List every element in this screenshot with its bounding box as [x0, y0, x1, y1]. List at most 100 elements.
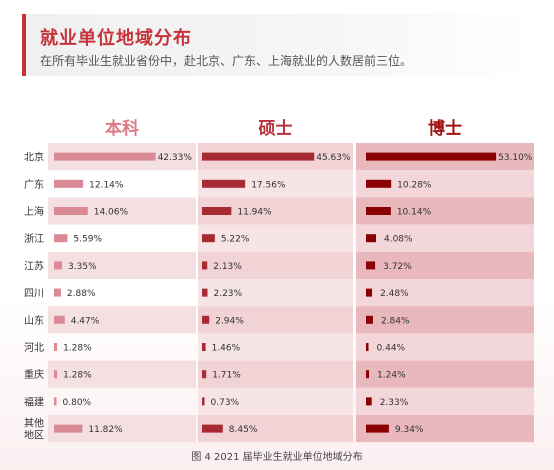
row-band	[198, 279, 353, 307]
row-band	[48, 360, 196, 388]
data-label: 2.94%	[215, 316, 244, 326]
data-label: 2.13%	[213, 262, 242, 272]
bar	[202, 234, 215, 243]
category-label: 河北	[24, 342, 44, 354]
series-header: 本科	[105, 118, 139, 139]
data-label: 9.34%	[395, 425, 424, 435]
category-label: 广东	[24, 178, 44, 191]
row-band	[48, 225, 196, 252]
bar	[366, 179, 392, 188]
bar	[54, 424, 83, 433]
bar	[54, 288, 61, 297]
page-subtitle: 在所有毕业生就业省份中，赴北京、广东、上海就业的人数居前三位。	[40, 54, 413, 68]
data-label: 4.47%	[71, 316, 100, 326]
bar	[54, 179, 84, 188]
bar	[366, 370, 370, 379]
row-band	[356, 306, 534, 334]
bar	[54, 370, 58, 379]
category-label: 四川	[24, 289, 44, 300]
data-label: 11.82%	[88, 425, 123, 435]
data-label: 2.88%	[67, 289, 96, 299]
row-band	[198, 251, 353, 279]
row-band	[356, 279, 534, 307]
row-band	[356, 333, 534, 361]
row-band	[198, 387, 353, 415]
row-band	[356, 360, 534, 388]
data-label: 1.46%	[212, 344, 241, 354]
bar	[202, 424, 223, 433]
bar	[54, 261, 63, 270]
data-label: 0.44%	[377, 344, 406, 354]
data-label: 8.45%	[229, 425, 258, 435]
data-label: 0.73%	[211, 398, 240, 408]
bar	[202, 288, 208, 297]
row-band	[48, 306, 196, 334]
data-label: 1.28%	[63, 344, 92, 354]
data-label: 14.06%	[94, 208, 129, 218]
data-label: 1.71%	[212, 371, 241, 381]
bar	[366, 424, 389, 433]
category-label: 北京	[24, 151, 44, 164]
data-label: 42.33%	[158, 153, 193, 163]
category-label: 重庆	[24, 368, 44, 381]
row-band	[48, 251, 196, 279]
bar	[366, 152, 497, 161]
data-label: 5.22%	[221, 235, 250, 245]
data-label: 17.56%	[251, 180, 286, 190]
data-label: 2.84%	[381, 316, 410, 326]
data-label: 2.33%	[380, 398, 409, 408]
data-label: 45.63%	[316, 153, 351, 163]
data-label: 3.35%	[68, 262, 97, 272]
data-label: 2.23%	[213, 289, 242, 299]
bar	[54, 397, 57, 406]
data-label: 0.80%	[63, 398, 92, 408]
row-band	[198, 415, 353, 443]
bar	[54, 207, 88, 215]
row-band	[356, 387, 534, 415]
category-label: 浙江	[24, 233, 44, 245]
bar	[202, 152, 315, 161]
data-label: 1.28%	[63, 371, 92, 381]
category-label: 地区	[24, 429, 44, 442]
bar	[202, 397, 205, 406]
bar	[366, 261, 376, 270]
row-band	[198, 306, 353, 334]
header-box: 就业单位地域分布 在所有毕业生就业省份中，赴北京、广东、上海就业的人数居前三位。	[22, 14, 536, 76]
figure-caption: 图 4 2021 届毕业生就业单位地域分布	[191, 452, 363, 463]
data-label: 10.28%	[397, 180, 432, 190]
bar	[202, 261, 208, 270]
bar	[54, 152, 156, 161]
bar	[366, 315, 373, 324]
row-band	[198, 333, 353, 361]
bar	[202, 343, 206, 351]
bar	[366, 343, 369, 351]
data-label: 10.14%	[397, 208, 432, 218]
data-label: 5.59%	[73, 235, 102, 245]
bar	[366, 288, 373, 297]
bar	[54, 234, 68, 243]
bar	[202, 315, 210, 324]
data-label: 4.08%	[384, 235, 413, 245]
bar	[202, 370, 207, 379]
page-title: 就业单位地域分布	[40, 28, 192, 49]
bar	[366, 234, 376, 243]
category-label: 福建	[24, 395, 44, 408]
category-label: 其他	[24, 417, 44, 430]
data-label: 53.10%	[498, 153, 533, 163]
series-header: 硕士	[259, 118, 293, 139]
bar	[54, 343, 58, 351]
data-label: 12.14%	[89, 180, 124, 190]
data-label: 3.72%	[383, 262, 412, 272]
row-band	[198, 224, 353, 252]
bar	[202, 207, 232, 215]
data-label: 2.48%	[380, 289, 409, 299]
bar	[54, 315, 65, 324]
row-band	[356, 224, 534, 252]
series-header: 博士	[428, 118, 462, 139]
category-label: 江苏	[24, 259, 44, 272]
bar	[202, 179, 246, 188]
data-label: 1.24%	[377, 371, 406, 381]
category-label: 上海	[24, 205, 44, 218]
category-label: 山东	[24, 314, 44, 327]
